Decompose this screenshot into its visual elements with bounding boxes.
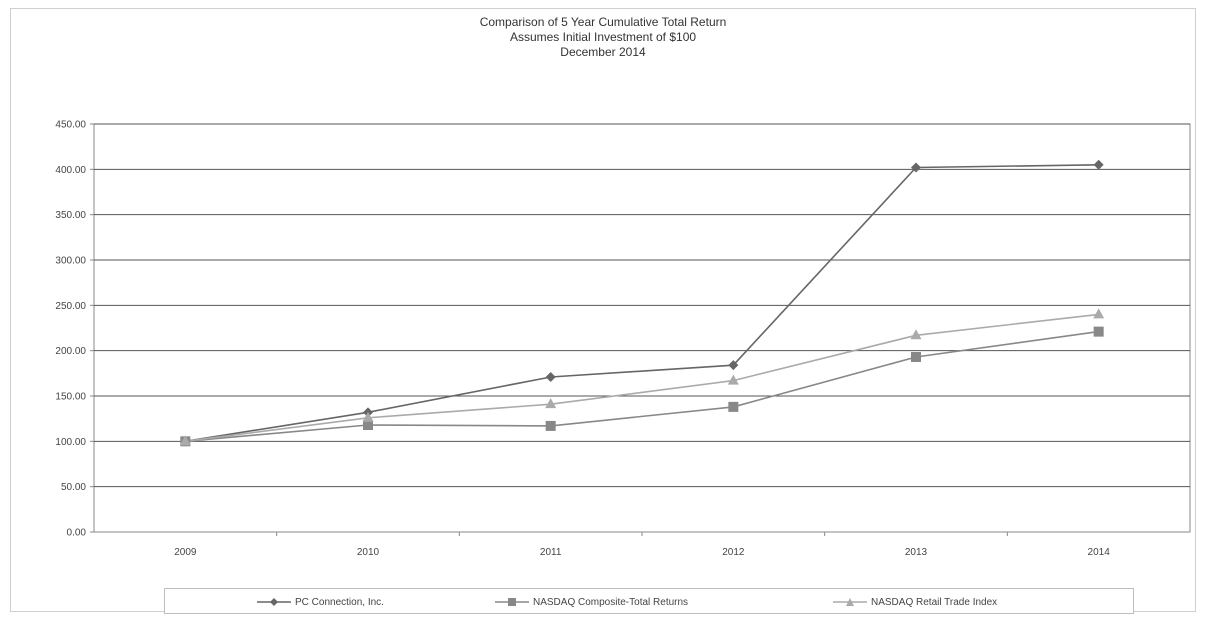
- chart-subtitle-line-1: Assumes Initial Investment of $100: [509, 30, 697, 44]
- legend-item-pc-connection: PC Connection, Inc.: [257, 595, 384, 609]
- data-point-square: [728, 401, 739, 412]
- chart-legend: PC Connection, Inc. NASDAQ Composite-Tot…: [164, 588, 1134, 614]
- series-line-2: [185, 313, 1099, 443]
- x-tick-label: 2009: [174, 547, 197, 558]
- y-tick-label: 150.00: [55, 392, 86, 403]
- y-tick-label: 250.00: [55, 301, 86, 312]
- y-tick-label: 0.00: [67, 528, 87, 539]
- data-point-square: [911, 352, 921, 363]
- legend-label: NASDAQ Retail Trade Index: [871, 596, 998, 608]
- data-point-diamond: [545, 371, 556, 382]
- chart-subtitle-line-2: December 2014: [560, 45, 646, 59]
- chart-frame: [10, 8, 1196, 612]
- data-point-diamond: [1093, 159, 1104, 170]
- x-tick-label: 2011: [540, 547, 562, 558]
- series-line-0: [185, 164, 1099, 443]
- legend-item-nasdaq-composite: NASDAQ Composite-Total Returns: [495, 595, 688, 609]
- y-tick-label: 450.00: [55, 120, 86, 131]
- chart-title: Comparison of 5 Year Cumulative Total Re…: [479, 15, 727, 29]
- legend-swatch-triangle: [833, 598, 867, 606]
- y-tick-label: 100.00: [55, 437, 86, 448]
- data-point-diamond: [728, 360, 739, 371]
- data-point-diamond: [911, 162, 921, 173]
- data-point-triangle: [910, 329, 922, 340]
- y-tick-label: 300.00: [55, 256, 86, 267]
- x-tick-label: 2014: [1088, 547, 1111, 558]
- y-tick-label: 400.00: [55, 165, 86, 176]
- data-point-square: [363, 420, 373, 431]
- legend-label: NASDAQ Composite-Total Returns: [533, 596, 689, 608]
- data-point-square: [1093, 326, 1104, 337]
- data-point-triangle: [179, 435, 191, 446]
- series-line-1: [185, 330, 1099, 443]
- x-tick-label: 2013: [905, 547, 928, 558]
- y-tick-label: 350.00: [55, 210, 86, 221]
- y-tick-label: 200.00: [55, 346, 86, 357]
- legend-swatch-square: [495, 598, 529, 606]
- data-point-square: [545, 420, 556, 431]
- x-tick-label: 2010: [357, 547, 380, 558]
- plot-area-border: [93, 123, 1191, 533]
- legend-label: PC Connection, Inc.: [295, 596, 384, 608]
- data-point-triangle: [727, 374, 739, 385]
- x-tick-label: 2012: [722, 547, 745, 558]
- y-tick-label: 50.00: [61, 482, 86, 493]
- legend-item-nasdaq-retail: NASDAQ Retail Trade Index: [833, 595, 997, 609]
- data-point-triangle: [1093, 308, 1105, 319]
- data-point-triangle: [362, 411, 374, 422]
- legend-swatch-diamond: [257, 598, 291, 606]
- data-point-triangle: [545, 398, 557, 409]
- chart-title-block: Comparison of 5 Year Cumulative Total Re…: [0, 15, 1206, 60]
